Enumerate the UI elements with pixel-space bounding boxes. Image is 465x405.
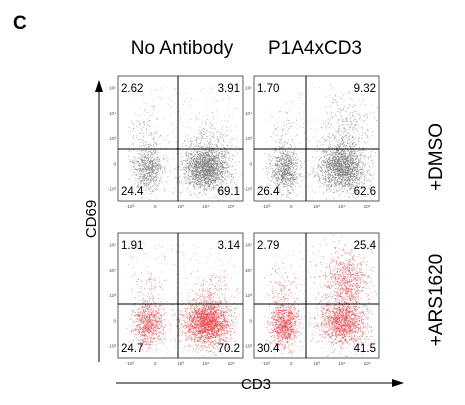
x-tick-label: 10⁴ — [202, 204, 209, 209]
quadrant-top-left-value: 2.79 — [257, 240, 279, 252]
flow-plot-1: -10³ 0 10³ 10⁴ 10⁵ 10⁵ 10⁴ 10³ 0 -10³ 2.62 3.91 24.4… — [108, 75, 244, 209]
flow-plot-3: -10³ 0 10³ 10⁴ 10⁵ 10⁵ 10⁴ 10³ 0 -10³ 1.91 3.14 24.7… — [108, 232, 244, 366]
y-tick-label: 10³ — [245, 136, 252, 141]
y-tick-label: -10³ — [244, 344, 253, 349]
x-tick-label: 10⁵ — [364, 204, 371, 209]
event-points — [262, 234, 377, 357]
y-tick-label: 10⁴ — [245, 111, 252, 116]
x-tick-label: -10³ — [126, 361, 135, 366]
x-tick-label: 0 — [154, 361, 157, 366]
event-points — [262, 84, 378, 201]
quadrant-bottom-right-value: 69.1 — [218, 186, 240, 198]
row-label-dmso: +DMSO — [426, 123, 447, 191]
quadrant-top-left-value: 1.91 — [121, 240, 143, 252]
y-tick-label: 10⁴ — [245, 268, 252, 273]
x-tick-label: 0 — [154, 204, 157, 209]
y-tick-label: 0 — [249, 161, 252, 166]
x-tick-label: 0 — [290, 204, 293, 209]
quadrant-top-right-value: 25.4 — [354, 240, 377, 252]
y-tick-label: 10³ — [109, 293, 116, 298]
flow-plot-4: -10³ 0 10³ 10⁴ 10⁵ 10⁵ 10⁴ 10³ 0 -10³ 2.79 25.4 30.4… — [244, 232, 380, 366]
x-tick-label: 10⁵ — [228, 204, 235, 209]
y-tick-label: 10⁵ — [245, 243, 252, 248]
plot-frame — [253, 75, 380, 202]
quadrant-bottom-left-value: 24.4 — [121, 186, 144, 198]
event-points — [128, 86, 243, 201]
y-tick-label: -10³ — [108, 187, 117, 192]
quadrant-bottom-right-value: 41.5 — [354, 343, 376, 355]
x-axis-arrow — [116, 379, 404, 387]
x-tick-label: 10³ — [177, 361, 184, 366]
row-label-ars1620: +ARS1620 — [426, 254, 447, 346]
y-tick-label: -10³ — [108, 344, 117, 349]
quadrant-top-right-value: 3.91 — [218, 83, 240, 95]
x-tick-label: 10⁴ — [202, 361, 209, 366]
x-tick-label: 10³ — [177, 204, 184, 209]
x-tick-label: 10⁴ — [338, 361, 345, 366]
y-axis-arrow — [95, 80, 103, 362]
y-tick-label: 0 — [113, 318, 116, 323]
y-tick-label: 10³ — [245, 293, 252, 298]
quadrant-bottom-right-value: 70.2 — [218, 343, 240, 355]
y-tick-label: 10⁴ — [109, 111, 116, 116]
x-tick-label: 10³ — [313, 361, 320, 366]
quadrant-top-left-value: 2.62 — [121, 83, 143, 95]
quadrant-bottom-left-value: 24.7 — [121, 343, 143, 355]
plot-frame — [117, 232, 244, 359]
flow-plot-2: -10³ 0 10³ 10⁴ 10⁵ 10⁵ 10⁴ 10³ 0 -10³ 1.70 9.32 26.4… — [244, 75, 380, 209]
event-points — [126, 243, 241, 358]
quadrant-bottom-left-value: 30.4 — [257, 343, 280, 355]
column-title-no-antibody: No Antibody — [131, 38, 234, 59]
y-tick-label: 10⁵ — [245, 86, 252, 91]
x-tick-label: 10⁵ — [364, 361, 371, 366]
x-tick-label: -10³ — [262, 204, 271, 209]
y-tick-label: 0 — [113, 161, 116, 166]
x-axis-label: CD3 — [241, 376, 271, 393]
x-tick-label: 10⁴ — [338, 204, 345, 209]
plot-frame — [117, 75, 244, 202]
y-tick-label: 0 — [249, 318, 252, 323]
plot-frame — [253, 232, 380, 359]
x-tick-label: 0 — [290, 361, 293, 366]
y-tick-label: 10⁵ — [109, 86, 116, 91]
quadrant-bottom-right-value: 62.6 — [354, 186, 376, 198]
x-tick-label: -10³ — [262, 361, 271, 366]
panel-letter: C — [13, 13, 27, 34]
plot-panels: -10³ 0 10³ 10⁴ 10⁵ 10⁵ 10⁴ 10³ 0 -10³ 2.62 3.91 24.4… — [108, 75, 380, 366]
quadrant-top-right-value: 3.14 — [218, 240, 241, 252]
y-tick-label: 10³ — [109, 136, 116, 141]
column-title-p1a4xcd3: P1A4xCD3 — [268, 38, 362, 59]
x-tick-label: 10³ — [313, 204, 320, 209]
y-tick-label: 10⁵ — [109, 243, 116, 248]
quadrant-top-right-value: 9.32 — [354, 83, 376, 95]
y-axis-label: CD69 — [83, 200, 100, 238]
x-tick-label: -10³ — [126, 204, 135, 209]
x-tick-label: 10⁵ — [228, 361, 235, 366]
quadrant-bottom-left-value: 26.4 — [257, 186, 280, 198]
quadrant-top-left-value: 1.70 — [257, 83, 279, 95]
y-tick-label: 10⁴ — [109, 268, 116, 273]
y-tick-label: -10³ — [244, 187, 253, 192]
